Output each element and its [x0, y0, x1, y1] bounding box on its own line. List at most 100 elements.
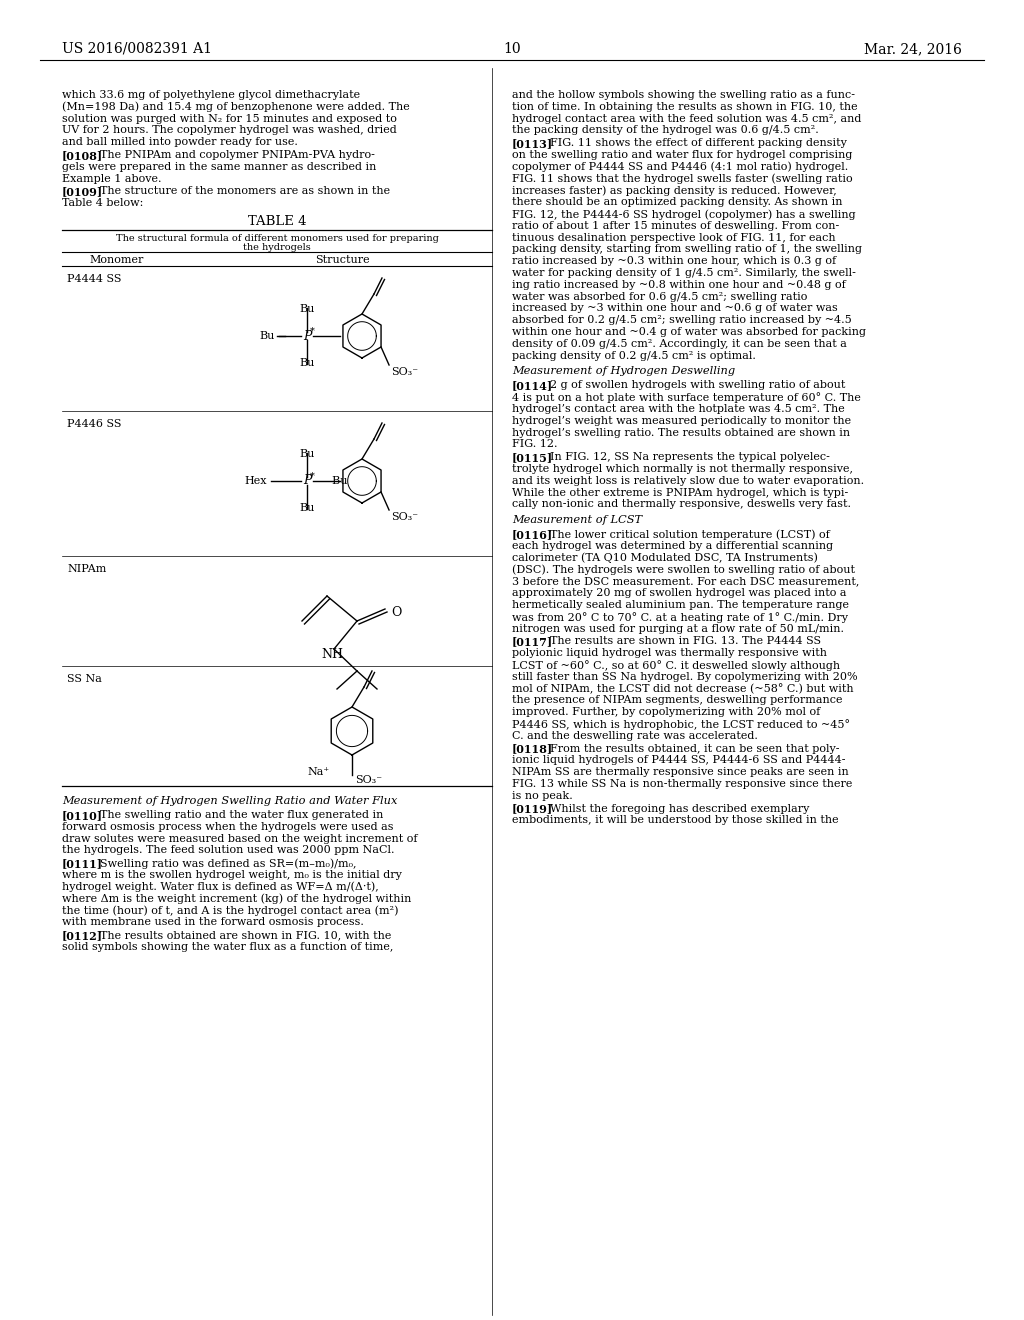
Text: hydrogel weight. Water flux is defined as WF=Δ m/(Δ·t),: hydrogel weight. Water flux is defined a… [62, 882, 379, 892]
Text: hydrogel contact area with the feed solution was 4.5 cm², and: hydrogel contact area with the feed solu… [512, 114, 861, 124]
Text: [0111]: [0111] [62, 858, 103, 869]
Text: The PNIPAm and copolymer PNIPAm-PVA hydro-: The PNIPAm and copolymer PNIPAm-PVA hydr… [100, 150, 375, 160]
Text: SO₃⁻: SO₃⁻ [355, 775, 382, 785]
Text: P4444 SS: P4444 SS [67, 275, 122, 284]
Text: [0116]: [0116] [512, 529, 553, 540]
Text: While the other extreme is PNIPAm hydrogel, which is typi-: While the other extreme is PNIPAm hydrog… [512, 487, 848, 498]
Text: [0112]: [0112] [62, 931, 103, 941]
Text: ing ratio increased by ~0.8 within one hour and ~0.48 g of: ing ratio increased by ~0.8 within one h… [512, 280, 846, 290]
Text: From the results obtained, it can be seen that poly-: From the results obtained, it can be see… [550, 743, 840, 754]
Text: solution was purged with N₂ for 15 minutes and exposed to: solution was purged with N₂ for 15 minut… [62, 114, 397, 124]
Text: Measurement of Hydrogen Swelling Ratio and Water Flux: Measurement of Hydrogen Swelling Ratio a… [62, 796, 397, 807]
Text: calorimeter (TA Q10 Modulated DSC, TA Instruments): calorimeter (TA Q10 Modulated DSC, TA In… [512, 553, 818, 564]
Text: the time (hour) of t, and A is the hydrogel contact area (m²): the time (hour) of t, and A is the hydro… [62, 906, 398, 916]
Text: Swelling ratio was defined as SR=(m–m₀)/m₀,: Swelling ratio was defined as SR=(m–m₀)/… [100, 858, 356, 869]
Text: with membrane used in the forward osmosis process.: with membrane used in the forward osmosi… [62, 917, 364, 927]
Text: Bu: Bu [299, 304, 314, 314]
Text: Hex: Hex [245, 477, 267, 486]
Text: hydrogel’s contact area with the hotplate was 4.5 cm². The: hydrogel’s contact area with the hotplat… [512, 404, 845, 414]
Text: Bu: Bu [260, 331, 275, 341]
Text: increased by ~3 within one hour and ~0.6 g of water was: increased by ~3 within one hour and ~0.6… [512, 304, 838, 313]
Text: (DSC). The hydrogels were swollen to swelling ratio of about: (DSC). The hydrogels were swollen to swe… [512, 565, 855, 576]
Text: *: * [310, 326, 315, 335]
Text: tinuous desalination perspective look of FIG. 11, for each: tinuous desalination perspective look of… [512, 232, 836, 243]
Text: *: * [310, 471, 315, 480]
Text: [0114]: [0114] [512, 380, 553, 392]
Text: Mar. 24, 2016: Mar. 24, 2016 [864, 42, 962, 55]
Text: Bu: Bu [299, 503, 314, 513]
Text: the hydrogels. The feed solution used was 2000 ppm NaCl.: the hydrogels. The feed solution used wa… [62, 845, 394, 855]
Text: [0119]: [0119] [512, 804, 553, 814]
Text: approximately 20 mg of swollen hydrogel was placed into a: approximately 20 mg of swollen hydrogel … [512, 589, 847, 598]
Text: P: P [303, 330, 311, 342]
Text: hermetically sealed aluminium pan. The temperature range: hermetically sealed aluminium pan. The t… [512, 601, 849, 610]
Text: FIG. 11 shows that the hydrogel swells faster (swelling ratio: FIG. 11 shows that the hydrogel swells f… [512, 174, 853, 185]
Text: FIG. 12.: FIG. 12. [512, 440, 557, 449]
Text: FIG. 13 while SS Na is non-thermally responsive since there: FIG. 13 while SS Na is non-thermally res… [512, 779, 852, 789]
Text: tion of time. In obtaining the results as shown in FIG. 10, the: tion of time. In obtaining the results a… [512, 102, 858, 112]
Text: the presence of NIPAm segments, deswelling performance: the presence of NIPAm segments, deswelli… [512, 696, 843, 705]
Text: P: P [303, 474, 311, 487]
Text: O: O [391, 606, 401, 619]
Text: packing density, starting from swelling ratio of 1, the swelling: packing density, starting from swelling … [512, 244, 862, 255]
Text: Bu: Bu [299, 358, 314, 368]
Text: absorbed for 0.2 g/4.5 cm²; swelling ratio increased by ~4.5: absorbed for 0.2 g/4.5 cm²; swelling rat… [512, 315, 852, 325]
Text: forward osmosis process when the hydrogels were used as: forward osmosis process when the hydroge… [62, 822, 393, 832]
Text: the hydrogels: the hydrogels [243, 243, 311, 252]
Text: [0109]: [0109] [62, 186, 103, 198]
Text: and its weight loss is relatively slow due to water evaporation.: and its weight loss is relatively slow d… [512, 475, 864, 486]
Text: [0110]: [0110] [62, 810, 103, 821]
Text: increases faster) as packing density is reduced. However,: increases faster) as packing density is … [512, 185, 837, 195]
Text: Structure: Structure [314, 255, 370, 265]
Text: Na⁺: Na⁺ [308, 767, 330, 777]
Text: copolymer of P4444 SS and P4446 (4:1 mol ratio) hydrogel.: copolymer of P4444 SS and P4446 (4:1 mol… [512, 162, 848, 173]
Text: hydrogel’s weight was measured periodically to monitor the: hydrogel’s weight was measured periodica… [512, 416, 851, 426]
Text: polyionic liquid hydrogel was thermally responsive with: polyionic liquid hydrogel was thermally … [512, 648, 827, 659]
Text: SS Na: SS Na [67, 675, 101, 684]
Text: Bu: Bu [299, 449, 314, 459]
Text: TABLE 4: TABLE 4 [248, 215, 306, 228]
Text: [0117]: [0117] [512, 636, 553, 647]
Text: P4446 SS, which is hydrophobic, the LCST reduced to ~45°: P4446 SS, which is hydrophobic, the LCST… [512, 719, 850, 730]
Text: within one hour and ~0.4 g of water was absorbed for packing: within one hour and ~0.4 g of water was … [512, 327, 866, 337]
Text: NIPAm SS are thermally responsive since peaks are seen in: NIPAm SS are thermally responsive since … [512, 767, 849, 777]
Text: the packing density of the hydrogel was 0.6 g/4.5 cm².: the packing density of the hydrogel was … [512, 125, 819, 136]
Text: ratio of about 1 after 15 minutes of deswelling. From con-: ratio of about 1 after 15 minutes of des… [512, 220, 840, 231]
Text: [0115]: [0115] [512, 453, 553, 463]
Text: SO₃⁻: SO₃⁻ [391, 512, 418, 521]
Text: —Bu: —Bu [322, 477, 348, 486]
Text: The structural formula of different monomers used for preparing: The structural formula of different mono… [116, 234, 438, 243]
Text: is no peak.: is no peak. [512, 791, 572, 801]
Text: where m is the swollen hydrogel weight, m₀ is the initial dry: where m is the swollen hydrogel weight, … [62, 870, 401, 880]
Text: The results are shown in FIG. 13. The P4444 SS: The results are shown in FIG. 13. The P4… [550, 636, 821, 647]
Text: 4 is put on a hot plate with surface temperature of 60° C. The: 4 is put on a hot plate with surface tem… [512, 392, 861, 403]
Text: improved. Further, by copolymerizing with 20% mol of: improved. Further, by copolymerizing wit… [512, 708, 820, 717]
Text: 3 before the DSC measurement. For each DSC measurement,: 3 before the DSC measurement. For each D… [512, 577, 859, 586]
Text: 2 g of swollen hydrogels with swelling ratio of about: 2 g of swollen hydrogels with swelling r… [550, 380, 846, 391]
Text: nitrogen was used for purging at a flow rate of 50 mL/min.: nitrogen was used for purging at a flow … [512, 623, 844, 634]
Text: [0108]: [0108] [62, 150, 103, 161]
Text: there should be an optimized packing density. As shown in: there should be an optimized packing den… [512, 197, 843, 207]
Text: trolyte hydrogel which normally is not thermally responsive,: trolyte hydrogel which normally is not t… [512, 465, 853, 474]
Text: packing density of 0.2 g/4.5 cm² is optimal.: packing density of 0.2 g/4.5 cm² is opti… [512, 351, 756, 360]
Text: NIPAm: NIPAm [67, 564, 106, 574]
Text: The swelling ratio and the water flux generated in: The swelling ratio and the water flux ge… [100, 810, 383, 820]
Text: water for packing density of 1 g/4.5 cm². Similarly, the swell-: water for packing density of 1 g/4.5 cm²… [512, 268, 856, 279]
Text: still faster than SS Na hydrogel. By copolymerizing with 20%: still faster than SS Na hydrogel. By cop… [512, 672, 858, 682]
Text: density of 0.09 g/4.5 cm². Accordingly, it can be seen that a: density of 0.09 g/4.5 cm². Accordingly, … [512, 339, 847, 348]
Text: hydrogel’s swelling ratio. The results obtained are shown in: hydrogel’s swelling ratio. The results o… [512, 428, 850, 438]
Text: draw solutes were measured based on the weight increment of: draw solutes were measured based on the … [62, 834, 418, 843]
Text: ratio increased by ~0.3 within one hour, which is 0.3 g of: ratio increased by ~0.3 within one hour,… [512, 256, 837, 267]
Text: Monomer: Monomer [90, 255, 144, 265]
Text: ionic liquid hydrogels of P4444 SS, P4444-6 SS and P4444-: ionic liquid hydrogels of P4444 SS, P444… [512, 755, 846, 766]
Text: In FIG. 12, SS Na represents the typical polyelec-: In FIG. 12, SS Na represents the typical… [550, 453, 829, 462]
Text: and the hollow symbols showing the swelling ratio as a func-: and the hollow symbols showing the swell… [512, 90, 855, 100]
Text: which 33.6 mg of polyethylene glycol dimethacrylate: which 33.6 mg of polyethylene glycol dim… [62, 90, 360, 100]
Text: Example 1 above.: Example 1 above. [62, 174, 162, 183]
Text: was from 20° C to 70° C. at a heating rate of 1° C./min. Dry: was from 20° C to 70° C. at a heating ra… [512, 611, 848, 623]
Text: and ball milled into powder ready for use.: and ball milled into powder ready for us… [62, 137, 298, 148]
Text: [0118]: [0118] [512, 743, 553, 755]
Text: The structure of the monomers are as shown in the: The structure of the monomers are as sho… [100, 186, 390, 197]
Text: each hydrogel was determined by a differential scanning: each hydrogel was determined by a differ… [512, 541, 834, 550]
Text: The results obtained are shown in FIG. 10, with the: The results obtained are shown in FIG. 1… [100, 931, 391, 940]
